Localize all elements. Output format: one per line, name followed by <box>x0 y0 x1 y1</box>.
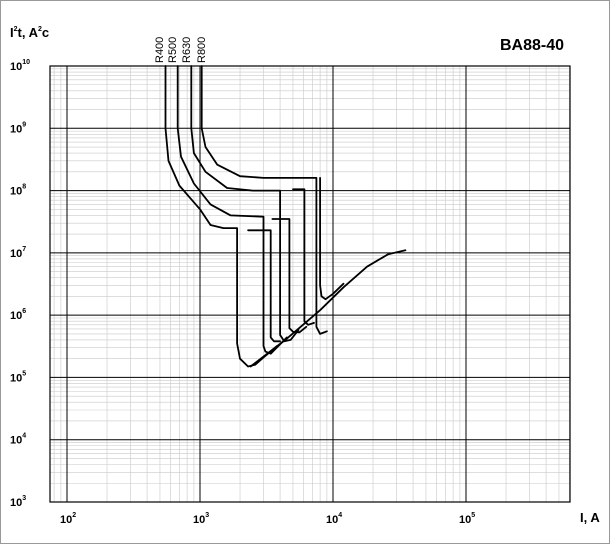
series-label-r800: R800 <box>196 37 208 63</box>
model-label: BA88-40 <box>500 37 564 54</box>
series-labels: R400 R500 R630 R800 <box>154 37 208 63</box>
curve-r630-low <box>292 188 315 326</box>
y-tick-label: 104 <box>10 433 26 447</box>
x-tick-label: 103 <box>193 512 209 526</box>
y-axis-label-base: I <box>10 25 14 40</box>
y-tick-label: 103 <box>10 495 26 509</box>
curve-r500-low <box>271 218 308 334</box>
y-tick-label: 105 <box>10 370 26 384</box>
y-tick-label: 109 <box>10 121 26 135</box>
x-tick-label: 104 <box>326 512 342 526</box>
series-label-r400: R400 <box>154 37 166 63</box>
y-axis-label-tail: c <box>42 25 49 40</box>
y-axis-label-sup2: 2 <box>38 26 42 33</box>
curve-r400-low <box>247 229 281 343</box>
y-axis-label-sup1: 2 <box>14 26 18 33</box>
plot-border <box>49 65 571 503</box>
y-axis-label-mid: t, A <box>18 25 39 40</box>
x-tick-label: 105 <box>459 512 475 526</box>
x-axis-label: I, A <box>580 510 600 525</box>
series-label-r630: R630 <box>181 37 193 63</box>
y-tick-label: 107 <box>10 246 26 260</box>
curve-r800-low <box>319 177 345 301</box>
series-label-r500: R500 <box>167 37 179 63</box>
x-tick-labels: 102 103 104 105 <box>60 512 475 526</box>
y-tick-label: 108 <box>10 184 26 198</box>
curve-r500 <box>176 65 288 355</box>
y-tick-label: 106 <box>10 308 26 322</box>
curve-r800 <box>200 65 328 335</box>
curve-let-through <box>249 249 407 368</box>
y-axis-label: I2t, A2c <box>10 25 49 40</box>
y-tick-label: 1010 <box>10 59 30 73</box>
x-tick-label: 102 <box>60 512 76 526</box>
curves <box>164 65 407 368</box>
y-tick-labels: 103 104 105 106 107 108 109 1010 <box>10 59 30 509</box>
minor-grid <box>50 66 570 502</box>
curve-r630 <box>190 65 300 343</box>
